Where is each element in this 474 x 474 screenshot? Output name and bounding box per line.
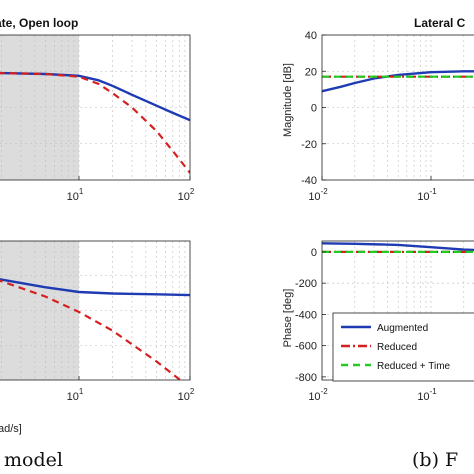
x-tick-label: 102 <box>178 187 195 203</box>
axes-frame <box>0 34 191 181</box>
y-tick-label: -600 <box>295 341 317 353</box>
phase-y-axis-label: Phase [deg] <box>282 289 294 348</box>
legend-label: Augmented <box>377 323 428 334</box>
x-tick-exponent: 2 <box>190 387 195 396</box>
legend-label: Reduced <box>377 342 417 353</box>
x-tick-label: 102 <box>178 387 195 403</box>
x-tick-exponent: 1 <box>79 387 84 396</box>
y-tick-label: 40 <box>305 30 317 42</box>
axes-frame <box>0 240 191 381</box>
x-tick-exponent: -2 <box>321 387 329 396</box>
y-tick-label: -400 <box>295 309 317 321</box>
legend-box <box>332 312 474 382</box>
series-augmented-line <box>322 242 474 252</box>
right-chart-title: Lateral C <box>414 16 466 30</box>
series-augmented-line <box>0 277 190 297</box>
x-tick-label: 10-2 <box>308 187 328 203</box>
series-reduced-line <box>0 279 182 380</box>
left-magnitude-panel: 101 102 <box>0 34 195 203</box>
x-tick-exponent: -2 <box>321 187 329 196</box>
legend: Augmented Reduced Reduced + Time <box>332 312 474 382</box>
x-tick-label: 10-1 <box>417 187 437 203</box>
x-tick-label: 101 <box>67 187 84 203</box>
y-tick-label: 0 <box>311 103 317 115</box>
y-tick-label: 0 <box>311 247 317 259</box>
magnitude-y-axis-label: Magnitude [dB] <box>282 63 294 137</box>
legend-label: Reduced + Time <box>377 361 451 372</box>
x-tick-label: 10-1 <box>417 387 437 403</box>
y-tick-label: -40 <box>301 175 317 187</box>
right-magnitude-panel: 10-2 10-1 -40 -20 0 20 40 <box>301 30 474 203</box>
left-x-axis-label: ad/s] <box>0 423 22 435</box>
series-reduced-line <box>0 71 190 174</box>
x-tick-label: 10-2 <box>308 387 328 403</box>
x-tick-label: 101 <box>67 387 84 403</box>
left-caption: model <box>4 449 63 471</box>
left-phase-panel: 101 102 <box>0 240 195 403</box>
left-chart-title: ate, Open loop <box>0 16 78 30</box>
right-caption: (b) F <box>412 449 458 471</box>
y-tick-label: -200 <box>295 278 317 290</box>
y-tick-label: -800 <box>295 372 317 384</box>
x-tick-exponent: -1 <box>430 387 438 396</box>
x-tick-exponent: 2 <box>190 187 195 196</box>
x-tick-exponent: -1 <box>430 187 438 196</box>
y-tick-label: -20 <box>301 139 317 151</box>
x-tick-exponent: 1 <box>79 187 84 196</box>
y-tick-label: 20 <box>305 66 317 78</box>
series-augmented-line <box>322 70 474 93</box>
